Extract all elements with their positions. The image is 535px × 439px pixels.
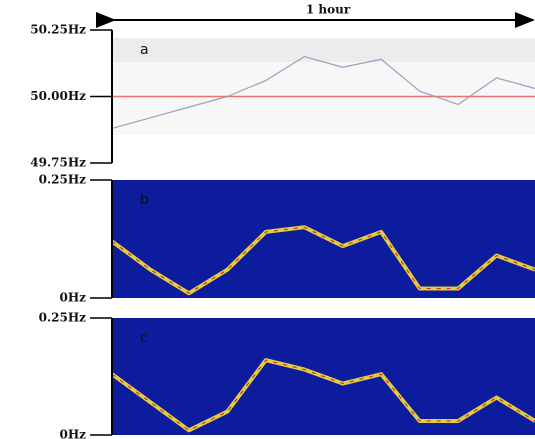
annotation: 1 hour [306,3,351,17]
data-line-core [111,226,535,294]
panel-label: b [140,192,149,208]
data-line [111,55,535,129]
y-tick-label: 50.00Hz [30,89,86,103]
y-tick-label: 49.75Hz [30,156,86,170]
band [112,62,535,135]
y-tick-label: 50.25Hz [30,23,86,37]
y-tick-label: 0Hz [59,291,86,305]
y-tick-label: 0.25Hz [39,173,87,187]
data-line-core [111,359,535,432]
y-tick-label: 0.25Hz [39,311,87,325]
plot-background [112,180,535,298]
band [112,38,535,62]
panel-label: a [140,42,149,58]
y-tick-label: 0Hz [59,428,86,439]
panel-label: c [140,330,148,346]
